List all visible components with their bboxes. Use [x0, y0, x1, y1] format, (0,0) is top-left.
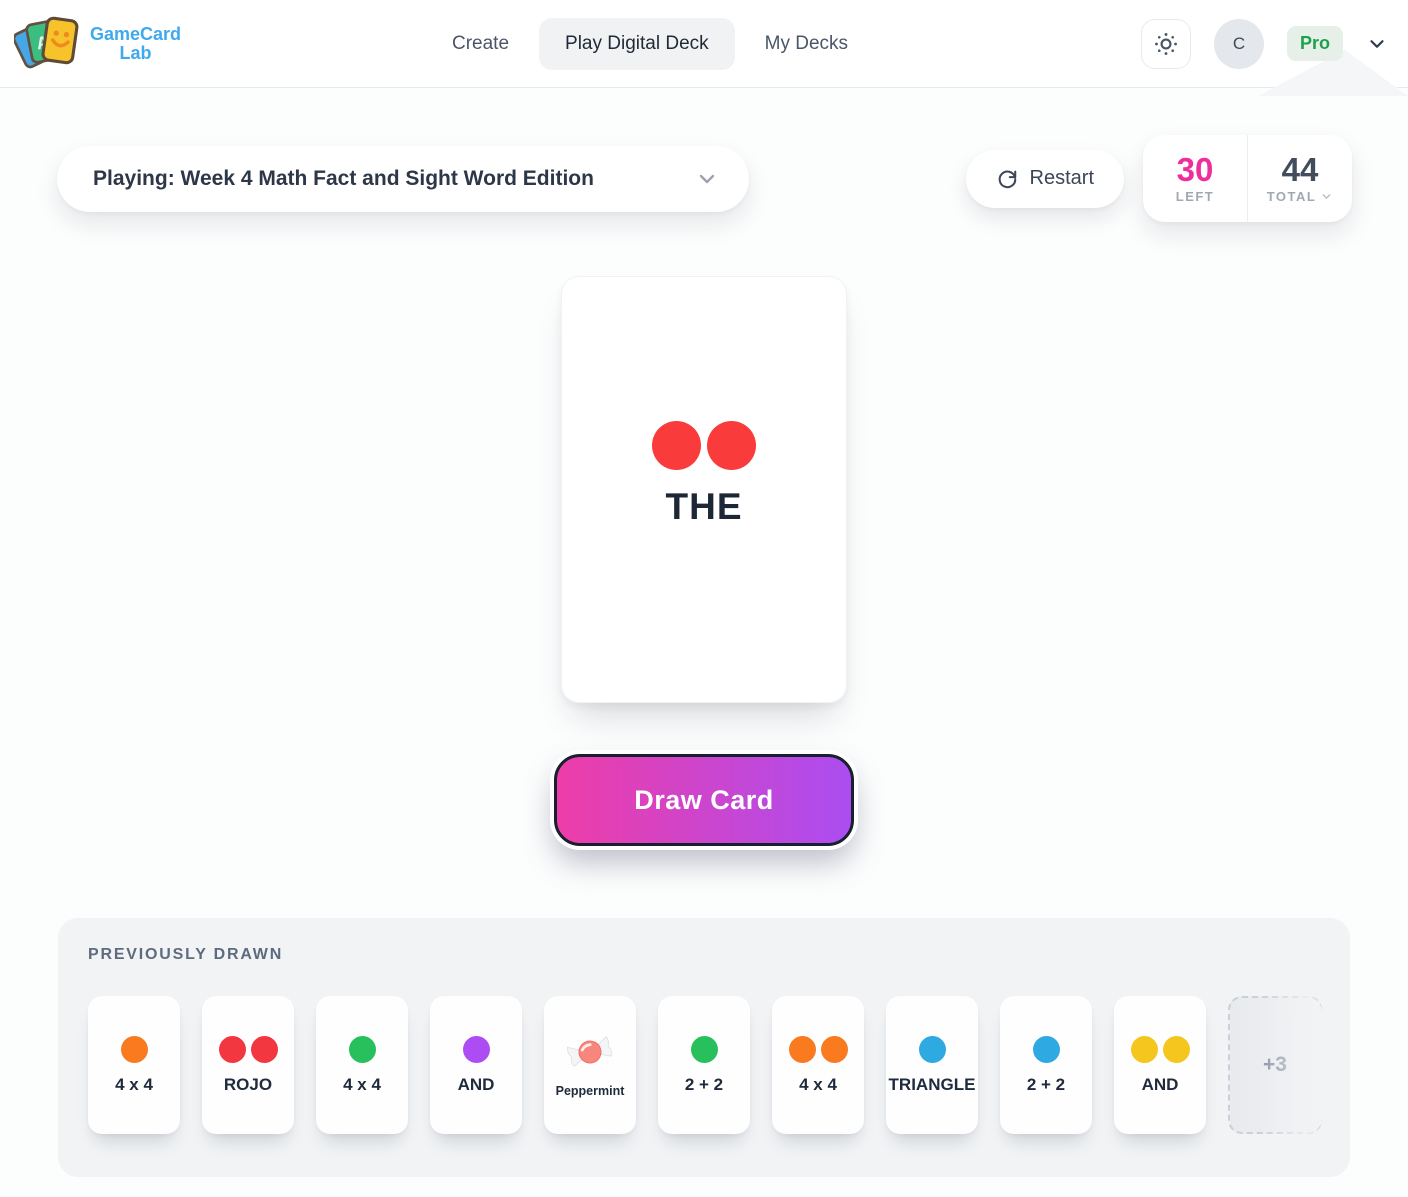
previously-drawn-card: 2 + 2	[658, 996, 750, 1134]
toolbar: Playing: Week 4 Math Fact and Sight Word…	[0, 135, 1408, 222]
cards-left-counter: 30 LEFT	[1143, 135, 1247, 222]
nav-create[interactable]: Create	[452, 33, 510, 54]
mini-card-label: Peppermint	[555, 1084, 625, 1098]
previously-drawn-card: ROJO	[202, 996, 294, 1134]
mini-card-dots	[1130, 1035, 1190, 1063]
cards-total-counter[interactable]: 44 TOTAL	[1247, 135, 1352, 222]
cards-total-value: 44	[1281, 151, 1319, 188]
previously-drawn-card: 2 + 2	[1000, 996, 1092, 1134]
card-dot	[788, 1035, 816, 1063]
more-cards-button[interactable]: +3	[1228, 996, 1322, 1134]
card-dot	[1032, 1035, 1060, 1063]
restart-icon	[996, 168, 1018, 190]
mini-card-label: AND	[457, 1074, 495, 1094]
app-logo[interactable]: A GameCard Lab	[14, 13, 181, 75]
previously-drawn-card: 4 x 4	[772, 996, 864, 1134]
chevron-down-icon	[695, 167, 719, 191]
mini-card-dots	[788, 1035, 848, 1063]
mini-card-dots	[348, 1035, 376, 1063]
previously-drawn-card: 4 x 4	[316, 996, 408, 1134]
mini-card-dots	[690, 1035, 718, 1063]
play-stage: THE Draw Card	[0, 222, 1408, 846]
mini-card-label: ROJO	[223, 1074, 273, 1094]
previously-drawn-card: AND	[1114, 996, 1206, 1134]
previously-drawn-card: Peppermint	[544, 996, 636, 1134]
previously-drawn-title: PREVIOUSLY DRAWN	[88, 946, 284, 963]
mini-card-label: 2 + 2	[1026, 1074, 1066, 1094]
candy-icon	[567, 1035, 613, 1067]
card-dot	[218, 1035, 246, 1063]
mini-card-dots	[918, 1035, 946, 1063]
previously-drawn-card: AND	[430, 996, 522, 1134]
nav-play-digital-deck[interactable]: Play Digital Deck	[539, 18, 735, 70]
cards-left-label: LEFT	[1175, 189, 1215, 204]
card-dot	[690, 1035, 718, 1063]
deck-select[interactable]: Playing: Week 4 Math Fact and Sight Word…	[57, 145, 749, 212]
deck-select-label: Playing: Week 4 Math Fact and Sight Word…	[93, 166, 594, 190]
mini-card-dots	[120, 1035, 148, 1063]
avatar[interactable]: C	[1213, 18, 1264, 69]
mini-card-label: 4 x 4	[115, 1074, 153, 1094]
previously-drawn-card: 4 x 4	[88, 996, 180, 1134]
cards-left-value: 30	[1176, 151, 1214, 188]
logo-text: GameCard Lab	[90, 23, 182, 63]
card-dot	[1130, 1035, 1158, 1063]
more-cards-count: +3	[1263, 1053, 1287, 1076]
restart-label: Restart	[1029, 167, 1094, 189]
draw-card-button[interactable]: Draw Card	[554, 754, 854, 846]
nav-my-decks[interactable]: My Decks	[764, 33, 849, 54]
card-dot	[820, 1035, 848, 1063]
mini-card-label: 2 + 2	[684, 1074, 724, 1094]
cards-total-label: TOTAL	[1267, 189, 1334, 204]
mini-card-dots	[1032, 1035, 1060, 1063]
pro-badge: Pro	[1286, 26, 1343, 61]
mini-card-label: AND	[1141, 1074, 1179, 1094]
main-nav: Create Play Digital Deck My Decks	[452, 0, 848, 88]
account-menu-chevron[interactable]	[1366, 33, 1388, 55]
card-dot	[250, 1035, 278, 1063]
current-flashcard[interactable]: THE	[561, 276, 847, 703]
previously-drawn-card: TRIANGLE	[886, 996, 978, 1134]
mini-card-label: 4 x 4	[343, 1074, 381, 1094]
sun-icon	[1153, 31, 1179, 57]
restart-button[interactable]: Restart	[965, 149, 1124, 208]
card-dot	[120, 1035, 148, 1063]
current-card-word: THE	[665, 486, 743, 527]
logo-cards-icon: A	[14, 13, 80, 75]
previously-drawn-row: 4 x 4 ROJO 4 x 4 AND Peppermint 2 + 2 4 x 4 TR…	[88, 996, 1322, 1134]
card-dot	[1162, 1035, 1190, 1063]
card-dot	[918, 1035, 946, 1063]
card-dot	[462, 1035, 490, 1063]
previously-drawn-panel: PREVIOUSLY DRAWN 4 x 4 ROJO 4 x 4 AND Peppe…	[58, 918, 1350, 1177]
card-dot	[652, 421, 701, 470]
deck-counter: 30 LEFT 44 TOTAL	[1143, 135, 1352, 222]
header-right: C Pro	[1140, 18, 1388, 69]
card-dot	[707, 421, 756, 470]
current-card-dots	[652, 421, 756, 470]
theme-toggle-button[interactable]	[1140, 18, 1191, 69]
mini-card-dots	[462, 1035, 490, 1063]
mini-card-label: TRIANGLE	[888, 1074, 976, 1094]
mini-card-dots	[218, 1035, 278, 1063]
card-dot	[348, 1035, 376, 1063]
mini-card-label: 4 x 4	[799, 1074, 837, 1094]
header: A GameCard Lab Create Play Digital Deck …	[0, 0, 1408, 96]
